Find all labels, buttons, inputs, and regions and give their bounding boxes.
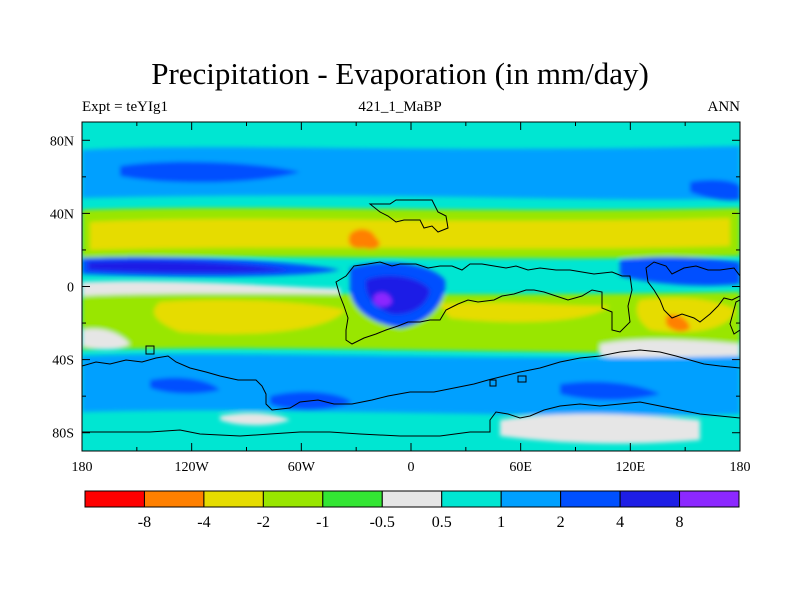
colorbar-swatch — [679, 490, 740, 508]
axis-ticks — [81, 122, 741, 451]
field-band-itcz-west — [620, 256, 740, 286]
colorbar-swatch — [262, 490, 324, 508]
experiment-label: Expt = teYIg1 — [82, 99, 168, 115]
colorbar-label: -1 — [316, 514, 329, 531]
outline-small-island-1 — [145, 345, 155, 355]
colorbar-swatch — [322, 490, 383, 508]
field-patch-sh-lightgray1 — [220, 413, 290, 426]
colorbar-swatch — [619, 490, 681, 508]
field-patch-nh-orange — [348, 229, 380, 250]
y-tick-label: 0 — [67, 281, 74, 296]
field-patch-sh-lightgray2 — [500, 413, 700, 444]
season-label: ANN — [707, 99, 741, 115]
colorbar-swatch — [381, 490, 443, 508]
colorbar-label: 8 — [676, 514, 684, 531]
field-patch-sw-gray — [82, 328, 130, 350]
colorbar-swatch — [84, 490, 145, 508]
field-band-sh-subtropics-core — [154, 299, 345, 334]
y-tick-label: 80N — [50, 134, 74, 149]
outline-antarctic — [82, 401, 740, 437]
colorbar-label: 4 — [616, 514, 624, 531]
x-tick-label: 60E — [509, 460, 532, 475]
colorbar-label: 1 — [497, 514, 505, 531]
x-tick-label: 180 — [72, 460, 93, 475]
colorbar: -8 -4 -2 -1 -0.5 0.5 1 2 4 8 — [84, 490, 740, 531]
field-band-sh-highlat — [82, 354, 740, 416]
colorbar-swatch — [143, 490, 205, 508]
colorbar-label: -0.5 — [370, 514, 395, 531]
field-band-nh-subtropics-core — [90, 218, 730, 250]
colorbar-swatch — [560, 490, 621, 508]
colorbar-label: -2 — [257, 514, 270, 531]
outline-small-island-3 — [489, 379, 497, 387]
field-patch-continent-max — [374, 292, 392, 307]
continent-outlines — [82, 199, 740, 437]
field-patch-australia-orange — [666, 314, 690, 332]
field-patch-sh-indian — [440, 302, 610, 322]
outline-small-island-2 — [517, 375, 527, 383]
colorbar-swatch — [500, 490, 562, 508]
field-patch-nh-blue — [120, 161, 300, 183]
x-tick-label: 120E — [616, 460, 646, 475]
x-tick-label: 120W — [175, 460, 210, 475]
field-patch-sh-blue3 — [150, 377, 220, 394]
x-tick-label: 60W — [288, 460, 316, 475]
colorbar-label: 0.5 — [432, 514, 452, 531]
field-band-nh-highlat — [82, 146, 740, 200]
map-field — [82, 122, 740, 451]
y-tick-label: 40S — [52, 354, 74, 369]
colorbar-label: 2 — [557, 514, 565, 531]
field-band-itcz-core — [88, 260, 290, 273]
period-label: 421_1_MaBP — [358, 99, 442, 115]
outline-south-coast — [82, 349, 740, 411]
chart-title: Precipitation - Evaporation (in mm/day) — [151, 56, 649, 91]
field-patch-sh-blue2 — [560, 381, 660, 400]
field-patch-nh-pacific-blue — [690, 179, 740, 201]
y-tick-label: 40N — [50, 207, 74, 222]
colorbar-label: -4 — [197, 514, 210, 531]
outline-southeast-island — [729, 299, 740, 335]
colorbar-swatch — [203, 490, 264, 508]
y-tick-label: 80S — [52, 427, 74, 442]
outline-north-continent — [368, 199, 449, 233]
outline-east-continent — [645, 261, 740, 323]
colorbar-label: -8 — [138, 514, 151, 531]
x-tick-label: 180 — [730, 460, 751, 475]
colorbar-swatch — [441, 490, 502, 508]
outline-equatorial-continent — [335, 261, 633, 345]
axis-labels: 180 120W 60W 0 60E 120E 180 80N 40N 0 40S 80S — [50, 134, 751, 475]
x-tick-label: 0 — [408, 460, 415, 475]
